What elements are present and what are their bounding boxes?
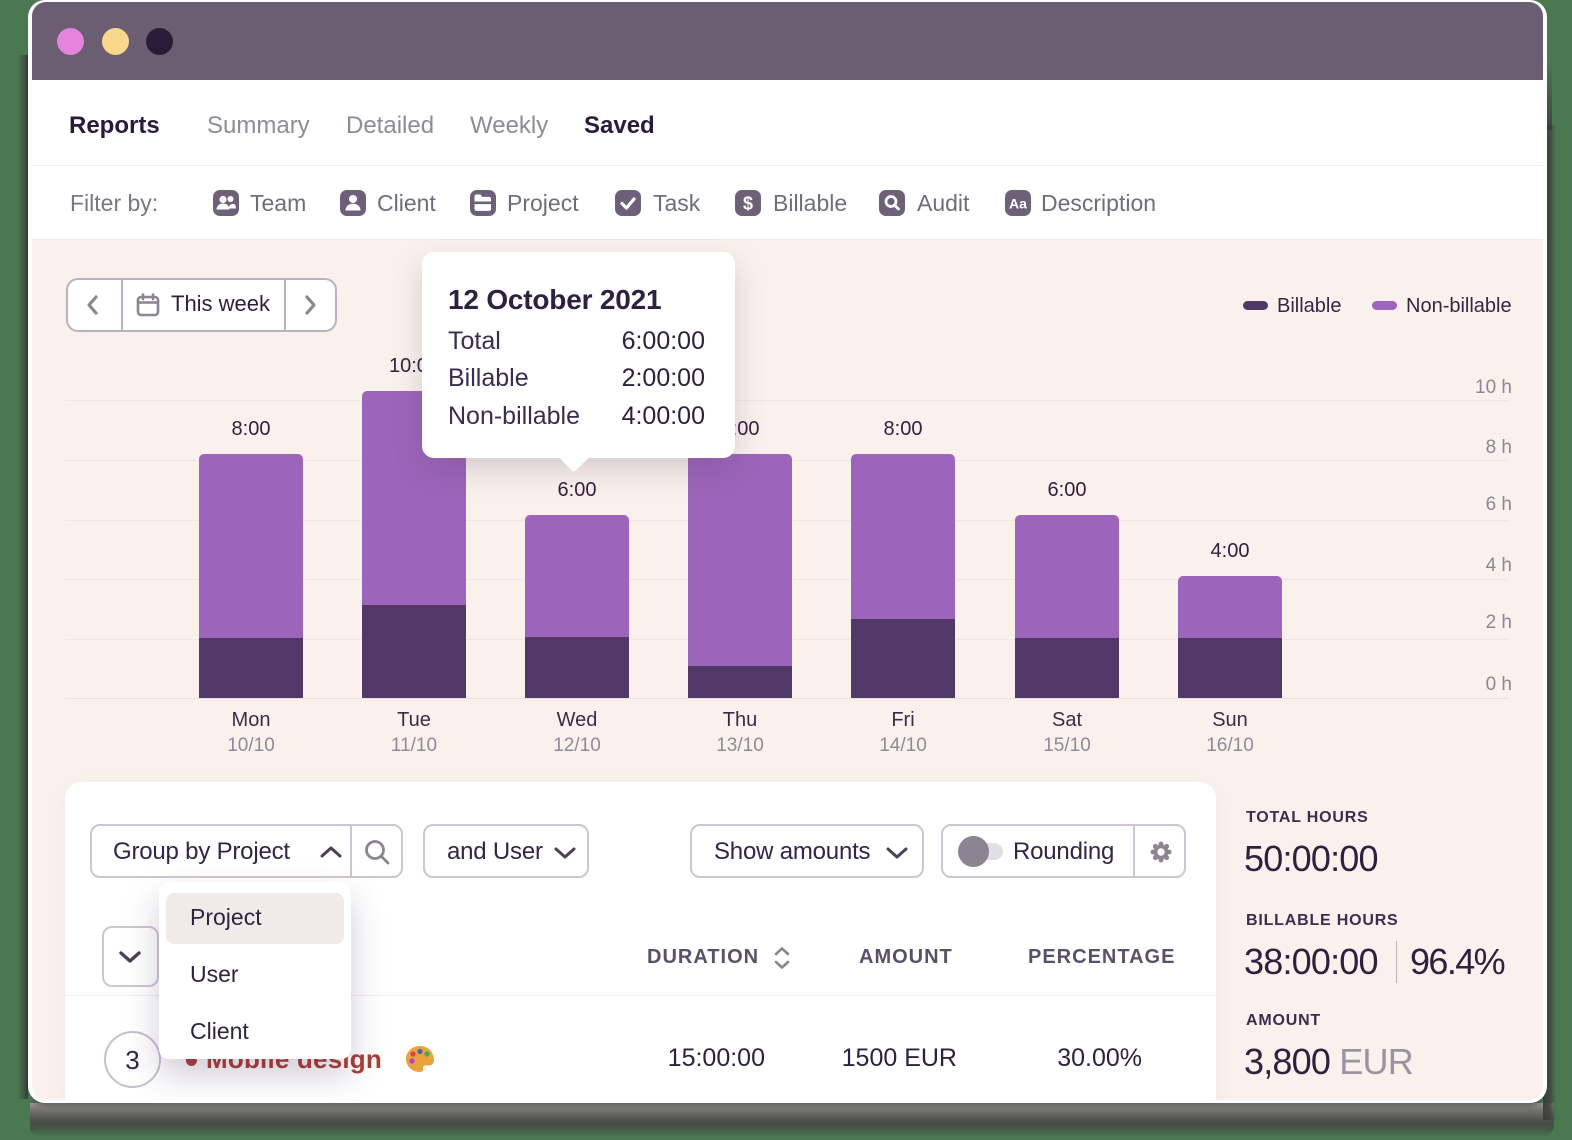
svg-text:$: $ [743, 194, 753, 214]
svg-text:Aa: Aa [1009, 196, 1027, 212]
